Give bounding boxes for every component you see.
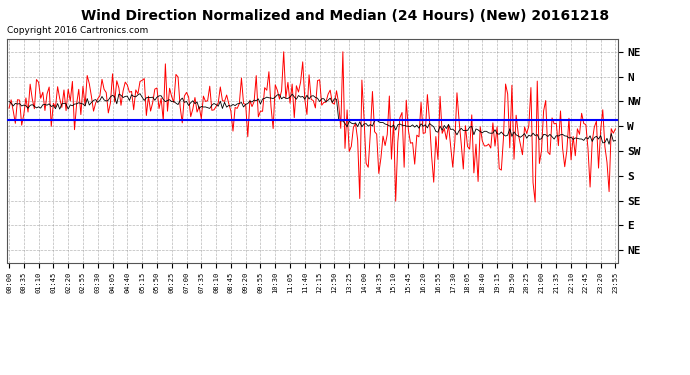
Text: Copyright 2016 Cartronics.com: Copyright 2016 Cartronics.com <box>7 26 148 35</box>
Text: Direction: Direction <box>560 21 607 30</box>
Text: Average: Average <box>497 21 538 30</box>
Text: Wind Direction Normalized and Median (24 Hours) (New) 20161218: Wind Direction Normalized and Median (24… <box>81 9 609 23</box>
